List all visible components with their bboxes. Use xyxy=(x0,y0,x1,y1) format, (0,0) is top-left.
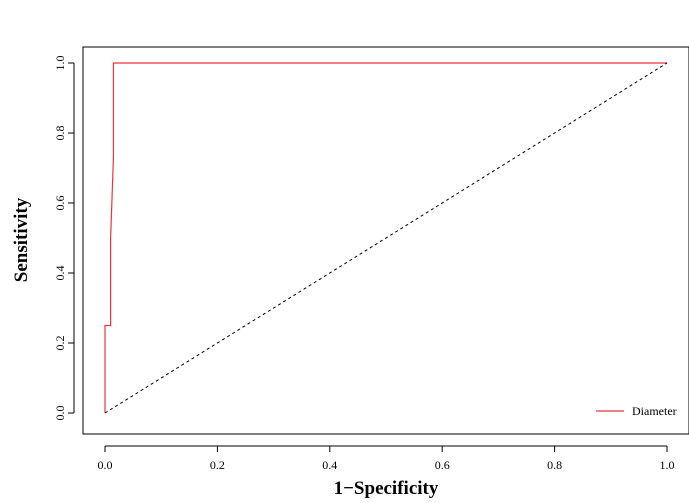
series-layer xyxy=(104,62,668,414)
x-axis: 0.0 0.2 0.4 0.6 0.8 1.0 xyxy=(98,445,675,472)
reference-diagonal-line xyxy=(104,62,668,414)
y-tick-label: 0.6 xyxy=(53,196,67,211)
x-tick-label: 0.8 xyxy=(547,458,562,472)
x-axis-title: 1−Specificity xyxy=(334,478,439,499)
y-tick-label: 0.8 xyxy=(53,126,67,141)
plot-frame xyxy=(82,46,689,435)
y-tick-label: 1.0 xyxy=(53,56,67,71)
x-tick-label: 0.2 xyxy=(210,458,225,472)
y-tick-label: 0.2 xyxy=(53,336,67,351)
series-line-diameter xyxy=(104,62,667,413)
x-tick-label: 1.0 xyxy=(660,458,675,472)
y-axis: 0.0 0.2 0.4 0.6 0.8 1.0 xyxy=(53,56,75,421)
x-tick-label: 0.0 xyxy=(98,458,113,472)
x-tick-label: 0.6 xyxy=(435,458,450,472)
legend-label-diameter: Diameter xyxy=(632,404,677,418)
y-axis-title: Sensitivity xyxy=(11,197,32,282)
y-tick-label: 0.4 xyxy=(53,266,67,281)
legend: Diameter xyxy=(596,404,677,418)
x-tick-label: 0.4 xyxy=(322,458,337,472)
y-tick-label: 0.0 xyxy=(53,406,67,421)
